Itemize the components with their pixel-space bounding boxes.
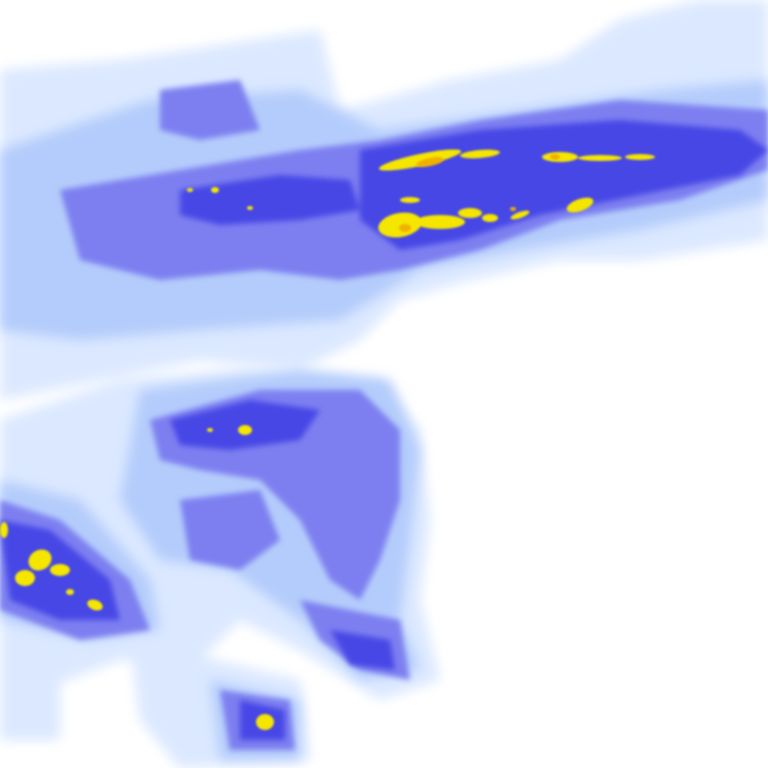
intense-cell: [400, 197, 420, 203]
intense-cell: [625, 154, 655, 160]
extreme-precip-cores: [399, 154, 560, 232]
intense-cell: [211, 187, 219, 193]
intense-cell: [566, 197, 594, 213]
intense-cell: [415, 215, 465, 229]
intense-cell: [28, 549, 52, 571]
intense-cell: [378, 212, 422, 238]
extreme-core: [550, 154, 560, 160]
extreme-core: [399, 224, 411, 232]
intense-cell: [460, 149, 500, 159]
intense-cell: [87, 599, 103, 611]
intense-cell: [15, 570, 35, 586]
intense-cell: [458, 208, 482, 218]
intense-cell: [378, 149, 462, 171]
intense-cell: [256, 714, 274, 730]
intense-cell: [0, 522, 8, 538]
intense-cell: [50, 564, 70, 576]
intense-cell: [247, 206, 253, 210]
extreme-core: [416, 157, 444, 167]
intense-cell: [207, 428, 213, 432]
intense-cell: [187, 188, 193, 192]
intense-cell: [66, 589, 74, 595]
intense-cell: [238, 425, 252, 435]
intense-cell: [578, 155, 622, 161]
intense-cell: [510, 210, 530, 220]
intense-cell: [482, 214, 498, 222]
extreme-core: [510, 207, 516, 211]
intense-precip-cells: [0, 149, 655, 730]
